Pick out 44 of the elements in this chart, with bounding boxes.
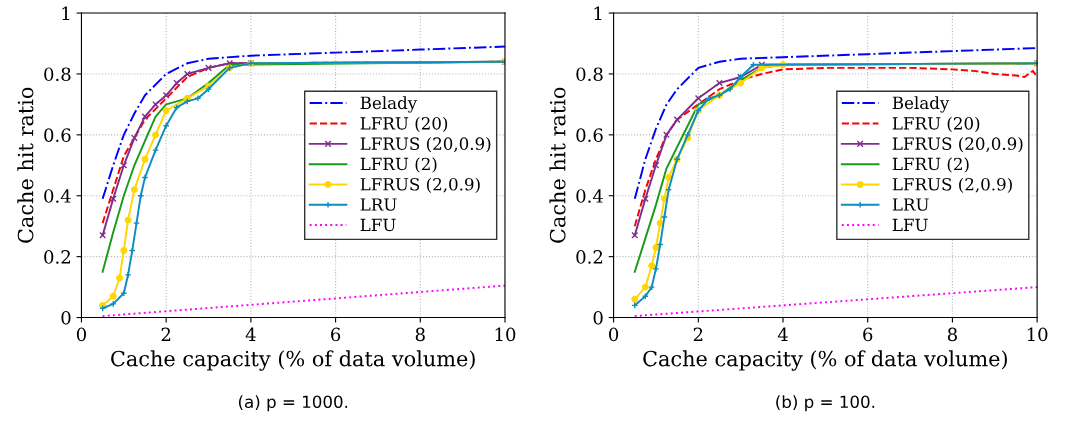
x-tick-label: 4 [777, 327, 788, 341]
y-tick-label: 0 [61, 311, 71, 325]
legend-label: LFRUS (20,0.9) [360, 137, 491, 153]
text: (a) p = 1000. [238, 395, 348, 412]
legend-label: LFU [892, 218, 928, 232]
y-tick-label: 0.6 [44, 128, 71, 142]
legend-label: LFRU (20) [360, 116, 448, 133]
legend-label: LFRU (2) [892, 157, 969, 173]
y-axis-title: Cache hit ratio [17, 87, 34, 243]
legend-label: LFRU (2) [360, 157, 437, 173]
x-tick-label: 4 [245, 327, 256, 341]
legend-label: LRU [892, 198, 929, 211]
text: (b) p = 100. [776, 395, 875, 412]
x-tick-label: 0 [76, 327, 86, 342]
y-tick-label: 0.4 [576, 189, 603, 203]
y-tick-label: 0.8 [44, 67, 71, 82]
y-tick-label: 0.4 [44, 189, 71, 203]
y-tick-label: 0.2 [576, 250, 603, 264]
legend-label: Belady [360, 96, 418, 113]
x-tick-label: 8 [947, 327, 957, 342]
legend-label: LFRUS (2,0.9) [892, 177, 1012, 193]
y-tick-label: 0.6 [576, 128, 603, 142]
x-axis-title: Cache capacity (% of data volume) [643, 350, 1007, 371]
legend-label: LFRU (20) [892, 116, 980, 133]
x-tick-label: 8 [415, 327, 425, 342]
x-tick-label: 0 [609, 327, 619, 342]
x-tick-label: 2 [161, 327, 171, 341]
y-tick-label: 1 [594, 6, 602, 20]
legend-label: LFU [360, 218, 396, 232]
legend-label: LFRUS (20,0.9) [892, 137, 1023, 153]
legend-label: LFRUS (2,0.9) [360, 177, 480, 193]
x-tick-label: 10 [495, 327, 516, 342]
x-axis-title: Cache capacity (% of data volume) [111, 350, 475, 371]
x-tick-label: 10 [1027, 327, 1048, 342]
x-tick-label: 6 [331, 327, 341, 342]
y-tick-label: 0.2 [44, 250, 70, 264]
x-tick-label: 6 [863, 327, 873, 342]
legend-label: LRU [360, 198, 397, 211]
y-tick-label: 0 [593, 311, 603, 325]
y-axis-title: Cache hit ratio [549, 87, 566, 243]
y-tick-label: 0.8 [576, 67, 603, 82]
x-tick-label: 2 [693, 327, 703, 341]
legend-label: Belady [892, 96, 950, 113]
y-tick-label: 1 [62, 6, 70, 20]
